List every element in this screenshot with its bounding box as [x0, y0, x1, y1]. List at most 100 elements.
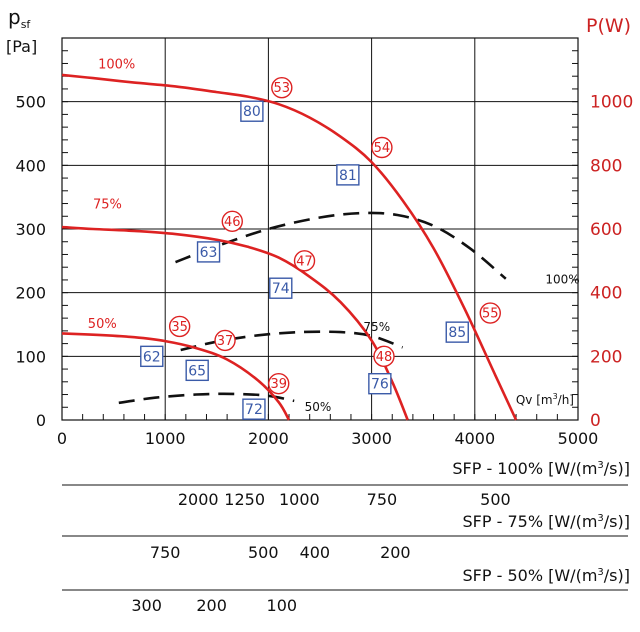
- box-marker: [185, 359, 209, 382]
- circle-marker: [479, 302, 501, 324]
- y-right-tick-label: 600: [590, 220, 622, 240]
- x-axis-label: Qv [m3/h]: [516, 392, 574, 407]
- x-tick-label: 2000: [248, 429, 289, 448]
- efficiency-circle-label: 54: [371, 136, 393, 159]
- y-left-tick-label: 200: [15, 284, 46, 303]
- circle-marker-text: 55: [482, 307, 499, 322]
- y-left-tick-label: 500: [15, 93, 46, 112]
- sfp-title-sup: 3: [597, 460, 603, 471]
- circle-marker: [268, 373, 290, 395]
- value-box-label: 74: [269, 277, 293, 299]
- y-left-label-p: psf: [8, 5, 31, 31]
- circle-marker: [271, 76, 293, 99]
- power-series-label-50: 50%: [305, 400, 332, 414]
- circle-marker: [221, 210, 243, 233]
- box-marker-text: 65: [188, 363, 206, 379]
- circle-marker: [373, 345, 395, 368]
- box-marker-text: 62: [143, 349, 161, 365]
- efficiency-circle-label: 48: [373, 345, 395, 368]
- box-marker: [269, 277, 293, 299]
- y-right-label: P(W): [586, 15, 631, 37]
- efficiency-circle-label: 37: [214, 329, 236, 352]
- box-marker: [196, 241, 221, 263]
- sfp-tick-label: 1000: [279, 490, 320, 509]
- box-marker-text: 85: [448, 325, 466, 341]
- sfp-tick-label: 750: [150, 543, 181, 562]
- box-marker: [140, 345, 164, 368]
- circle-marker-text: 39: [270, 377, 287, 392]
- series-labels: 100% 75% 50% 100% 75% 50%: [88, 57, 580, 414]
- sfp-scales: SFP - 100% [W/(m3/s)]2000 1250 1000 750 500S…: [62, 459, 630, 615]
- sfp-title-sup: 3: [597, 567, 603, 578]
- circle-marker-text: 47: [296, 254, 313, 269]
- sfp-scale-title: SFP - 100% [W/(m3/s)]: [452, 459, 630, 478]
- box-marker-text: 76: [371, 377, 389, 393]
- y-right-tick-label: 0: [590, 411, 601, 431]
- box-marker-text: 72: [245, 402, 263, 418]
- circle-marker-text: 53: [274, 81, 291, 96]
- pressure-curve-50: [61, 332, 291, 421]
- box-marker: [368, 373, 392, 395]
- circle-marker: [168, 315, 191, 338]
- y-right-tick-label: 400: [590, 284, 622, 304]
- sfp-scale-title: SFP - 75% [W/(m3/s)]: [463, 512, 630, 531]
- y-right-tick-label: 800: [590, 156, 622, 176]
- axis-titles: psf [Pa] P(W) Qv [m3/h]: [6, 5, 631, 407]
- pressure-curve-75: [61, 225, 409, 421]
- efficiency-circle-label: 39: [268, 373, 290, 395]
- value-box-label: 72: [242, 398, 266, 420]
- y-left-tick-label: 300: [15, 220, 46, 239]
- circle-marker-text: 48: [376, 350, 393, 365]
- x-tick-label: 3000: [351, 429, 392, 448]
- efficiency-circle-label: 35: [168, 315, 191, 338]
- sfp-title-end: /s)]: [604, 459, 630, 478]
- box-marker: [240, 100, 264, 122]
- sfp-tick-label: 1250: [224, 490, 265, 509]
- x-tick-label: 1000: [145, 429, 186, 448]
- sfp-tick-label: 2000: [178, 490, 219, 509]
- circle-marker: [214, 329, 236, 352]
- circle-marker-text: 35: [171, 320, 188, 335]
- power-curve-100: [175, 211, 507, 280]
- sfp-tick-label: 200: [196, 596, 227, 615]
- sfp-tick-label: 500: [248, 543, 279, 562]
- efficiency-circle-label: 55: [479, 302, 501, 324]
- sfp-title-start: SFP - 100% [W/(m: [452, 459, 597, 478]
- sfp-tick-label: 400: [300, 543, 331, 562]
- y-left-tick-label: 100: [15, 347, 46, 366]
- efficiency-circle-label: 53: [271, 76, 293, 99]
- y-right-tick-label: 200: [590, 347, 622, 367]
- circle-marker-text: 54: [374, 141, 391, 156]
- y-left-label-subscript: sf: [21, 18, 32, 31]
- box-marker-text: 63: [200, 245, 218, 261]
- sfp-title-start: SFP - 50% [W/(m: [463, 566, 598, 585]
- pressure-series-label-100: 100%: [98, 57, 135, 72]
- box-marker: [336, 164, 360, 186]
- pressure-series-label-75: 75%: [93, 198, 122, 213]
- x-axis-label-start: Qv [m: [516, 393, 553, 407]
- value-box-label: 63: [196, 241, 221, 263]
- sfp-title-end: /s)]: [604, 512, 630, 531]
- pressure-series-label-50: 50%: [88, 317, 117, 332]
- sfp-title-start: SFP - 75% [W/(m: [463, 512, 598, 531]
- value-box-label: 62: [140, 345, 164, 368]
- power-series-label-75: 75%: [363, 320, 390, 334]
- efficiency-circle-label: 46: [221, 210, 243, 233]
- power-series-label-100: 100%: [545, 273, 579, 287]
- sfp-tick-label: 200: [380, 543, 411, 562]
- x-tick-label: 0: [57, 429, 67, 448]
- sfp-scale-2: SFP - 75% [W/(m3/s)] 750 500 400 200: [62, 512, 630, 562]
- sfp-scale-1: SFP - 100% [W/(m3/s)] 2000 1250 1000 750 500: [62, 459, 630, 509]
- x-axis-label-sup: 3: [553, 392, 558, 401]
- value-box-label: 80: [240, 100, 264, 122]
- box-marker-text: 80: [243, 104, 261, 120]
- y-left-label-unit: [Pa]: [6, 37, 37, 56]
- value-box-label: 81: [336, 164, 360, 186]
- sfp-title-sup: 3: [597, 513, 603, 524]
- circle-marker-text: 46: [224, 215, 241, 230]
- box-marker-text: 74: [272, 281, 290, 297]
- pressure-curves: [61, 73, 518, 421]
- circle-marker: [371, 136, 393, 159]
